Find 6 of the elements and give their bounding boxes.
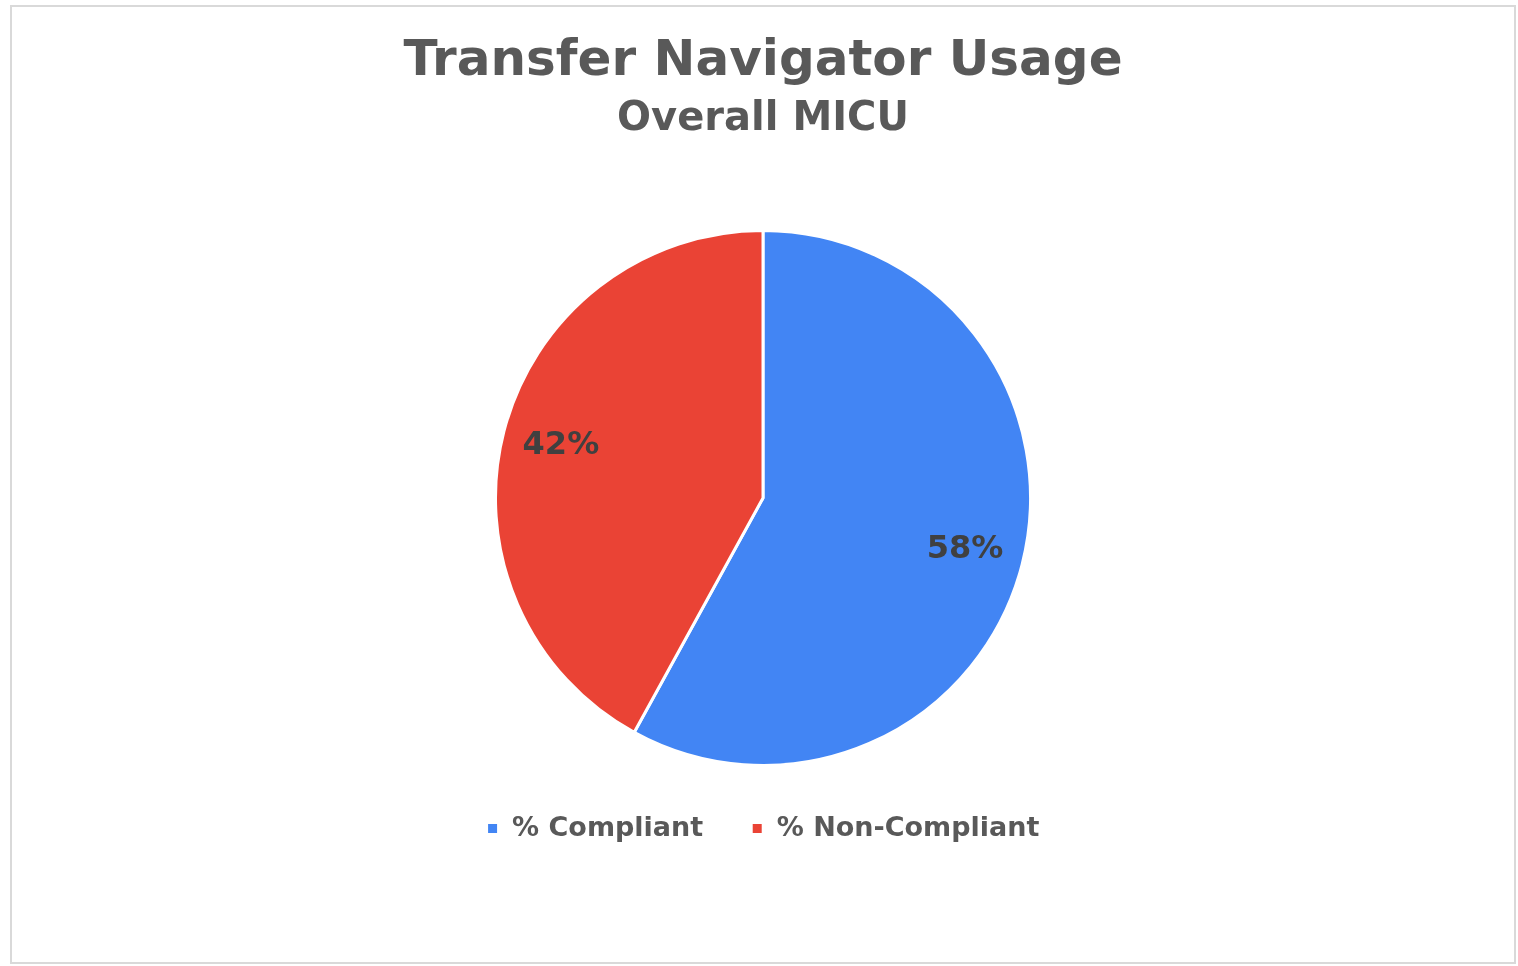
chart-title: Transfer Navigator Usage bbox=[403, 28, 1123, 87]
data-label: 58% bbox=[926, 528, 1004, 567]
legend-label: % Non-Compliant bbox=[776, 810, 1040, 842]
data-label: 42% bbox=[522, 424, 600, 463]
chart-subtitle: Overall MICU bbox=[617, 93, 909, 140]
legend-label: % Compliant bbox=[512, 810, 704, 842]
